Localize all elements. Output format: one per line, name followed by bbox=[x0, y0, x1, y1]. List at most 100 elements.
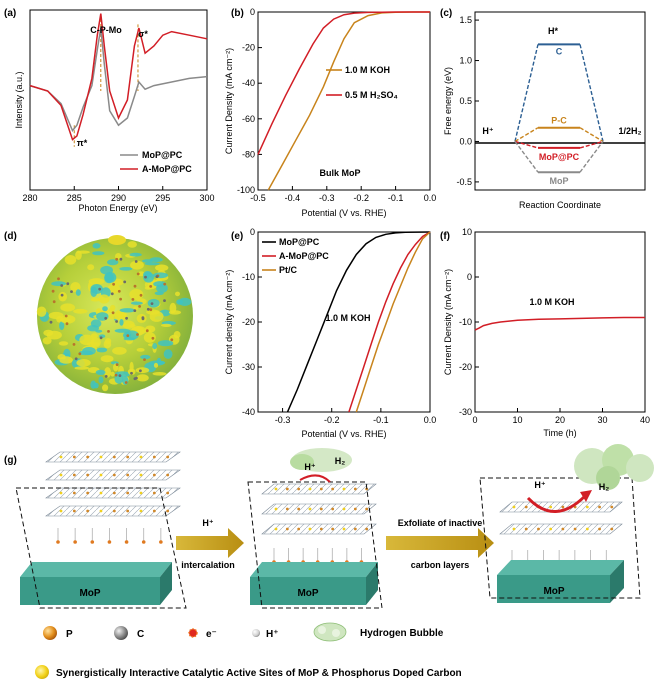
panel-label-d: (d) bbox=[4, 231, 17, 242]
atom-dot bbox=[512, 505, 516, 509]
isosurface-lobe bbox=[95, 369, 106, 375]
atom-dot bbox=[166, 491, 170, 495]
atom-dot bbox=[64, 314, 68, 318]
atom-dot bbox=[342, 527, 346, 531]
label-h-plus: H⁺ bbox=[534, 480, 545, 490]
atom-dot bbox=[86, 473, 90, 477]
legend-label-a-mop-pc: A-MoP@PC bbox=[279, 251, 329, 261]
reaction-arrow bbox=[299, 474, 331, 483]
isosurface-lobe bbox=[59, 314, 76, 324]
atom-dot bbox=[126, 334, 130, 337]
x-tick-label: 285 bbox=[67, 193, 82, 203]
isosurface-lobe bbox=[173, 331, 181, 339]
isosurface-lobe bbox=[152, 343, 158, 350]
x-tick-label: 295 bbox=[155, 193, 170, 203]
isosurface-lobe bbox=[129, 252, 142, 257]
atom-dot bbox=[126, 491, 130, 495]
isosurface-lobe bbox=[42, 337, 52, 345]
isosurface-lobe bbox=[48, 311, 64, 320]
isosurface-lobe bbox=[112, 347, 127, 355]
legend: MoP@PC A-MoP@PC Pt/C bbox=[262, 237, 329, 275]
panel-label-a: (a) bbox=[4, 8, 16, 19]
x-axis-label: Potential (V vs. RHE) bbox=[301, 429, 386, 439]
isosurface-lobe bbox=[144, 262, 160, 266]
atom-dot bbox=[99, 491, 103, 495]
plot-frame bbox=[474, 11, 646, 191]
atom-dot bbox=[549, 527, 553, 531]
atom-dot bbox=[141, 540, 146, 544]
isosurface-lobe bbox=[90, 297, 101, 302]
axes-ticks: -0.5 -0.4 -0.3 -0.2 -0.1 0.0 0 -20 -40 -60 -80 -100 bbox=[237, 7, 436, 203]
mop-block-label: MoP bbox=[79, 588, 100, 599]
series-line bbox=[257, 11, 430, 155]
y-tick-label: -0.5 bbox=[456, 177, 472, 187]
y-axis-label: Current Density (mA cm⁻²) bbox=[443, 269, 453, 375]
annotation-c-p-mo: C-P-Mo bbox=[90, 25, 122, 35]
atom-dot bbox=[365, 527, 369, 531]
atom-dot bbox=[166, 473, 170, 477]
arrow-label-intercalation: intercalation bbox=[181, 560, 235, 570]
isosurface-lobe bbox=[161, 323, 172, 327]
isosurface-lobe bbox=[87, 325, 99, 332]
x-tick-label: 280 bbox=[22, 193, 37, 203]
atom-dot bbox=[155, 275, 159, 279]
label-h2: H₂ bbox=[335, 456, 346, 466]
atom-dot bbox=[86, 491, 90, 495]
atom-dot bbox=[331, 487, 335, 491]
panel-d: (d) bbox=[4, 231, 193, 394]
atom-dot bbox=[133, 377, 137, 381]
isosurface-lobe bbox=[146, 309, 160, 315]
isosurface-lobe bbox=[114, 328, 131, 333]
carbon-sheet bbox=[499, 523, 623, 535]
atom-dot bbox=[163, 282, 167, 286]
atom-dot bbox=[72, 343, 76, 346]
isosurface-lobe bbox=[136, 313, 147, 323]
x-tick-label: -0.5 bbox=[250, 193, 266, 203]
atom-dot bbox=[331, 527, 335, 531]
atom-dot bbox=[610, 527, 614, 531]
arrow-intercalation: H⁺ intercalation bbox=[176, 518, 244, 570]
x-tick-label: -0.4 bbox=[285, 193, 301, 203]
atom-dot bbox=[123, 280, 127, 284]
atom-dot bbox=[274, 527, 278, 531]
atom-dot bbox=[59, 473, 63, 477]
atom-dot bbox=[59, 491, 63, 495]
charge-density-sphere bbox=[36, 235, 193, 394]
isosurface-lobe bbox=[58, 291, 67, 302]
hydrogen-bubbles bbox=[574, 444, 654, 490]
atom-dot bbox=[524, 505, 528, 509]
arrow-label-carbon-layers: carbon layers bbox=[411, 560, 470, 570]
atom-dot bbox=[99, 455, 103, 459]
x-tick-label: 300 bbox=[199, 193, 214, 203]
y-tick-label: -20 bbox=[242, 317, 255, 327]
atom-dot bbox=[308, 507, 312, 511]
atom-dot bbox=[90, 540, 95, 544]
isosurface-lobe bbox=[73, 308, 88, 314]
mop-block-side bbox=[366, 562, 378, 605]
mop-block bbox=[250, 577, 366, 605]
legend-label-mop-pc: MoP@PC bbox=[279, 237, 320, 247]
isosurface-lobe bbox=[130, 260, 144, 270]
atom-dot bbox=[136, 272, 140, 276]
panel-label-b: (b) bbox=[231, 8, 244, 19]
panel-e: (e) -0.3 -0.2 -0.1 0.0 0 -10 -20 -30 -40 Potenti… bbox=[224, 227, 436, 439]
series-line bbox=[267, 11, 430, 191]
label-h-plus: H⁺ bbox=[304, 462, 315, 472]
axes-ticks: 0 10 20 30 40 10 0 -10 -20 -30 bbox=[459, 227, 650, 425]
atom-dot bbox=[152, 491, 156, 495]
isosurface-lobe bbox=[140, 354, 151, 360]
atom-dot bbox=[524, 527, 528, 531]
atom-dot bbox=[86, 455, 90, 459]
atom-dot bbox=[99, 509, 103, 513]
atom-dot bbox=[117, 289, 121, 293]
atom-dot bbox=[152, 473, 156, 477]
y-axis-label: Current density (mA cm⁻²) bbox=[224, 270, 234, 375]
isosurface-lobe bbox=[169, 302, 177, 314]
isosurface-lobe bbox=[152, 372, 167, 376]
isosurface-lobe bbox=[153, 272, 168, 279]
small-bubble bbox=[290, 448, 352, 472]
atom-dot bbox=[136, 333, 139, 336]
panel-label-e: (e) bbox=[231, 231, 243, 242]
panel-label-c: (c) bbox=[440, 8, 452, 19]
proton-icon bbox=[252, 629, 260, 637]
